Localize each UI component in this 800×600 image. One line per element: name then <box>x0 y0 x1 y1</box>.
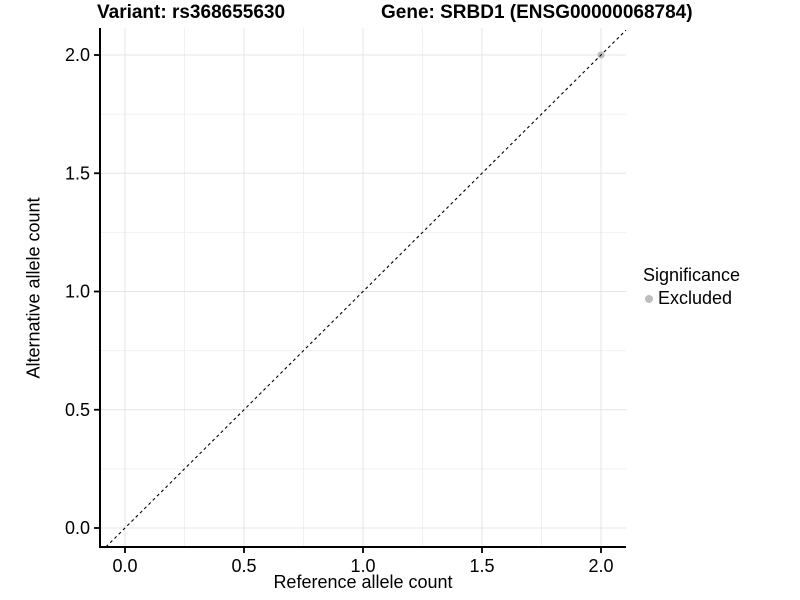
y-tick-label: 1.5 <box>65 163 90 183</box>
variant-title: Variant: rs368655630 <box>97 2 286 23</box>
y-tick-label: 0.5 <box>65 400 90 420</box>
legend-item-label: Excluded <box>658 288 733 308</box>
x-tick-label: 1.0 <box>350 556 375 576</box>
x-tick-label: 2.0 <box>588 556 613 576</box>
x-tick-label: 0.0 <box>112 556 137 576</box>
legend-item-excluded: Excluded <box>643 288 740 309</box>
x-tick-label: 1.5 <box>469 556 494 576</box>
y-tick-label: 1.0 <box>65 282 90 302</box>
legend-title: Significance <box>643 265 741 285</box>
gene-title: Gene: SRBD1 (ENSG00000068784) <box>381 2 693 23</box>
y-tick-label: 2.0 <box>65 45 90 65</box>
y-axis-title: Alternative allele count <box>23 197 44 379</box>
x-tick-label: 0.5 <box>231 556 256 576</box>
identity-line <box>105 29 627 548</box>
excluded-swatch-icon <box>645 294 653 303</box>
y-tick-label: 0.0 <box>65 518 90 538</box>
x-axis-title: Reference allele count <box>273 572 453 592</box>
legend: Significance Excluded <box>643 263 740 309</box>
